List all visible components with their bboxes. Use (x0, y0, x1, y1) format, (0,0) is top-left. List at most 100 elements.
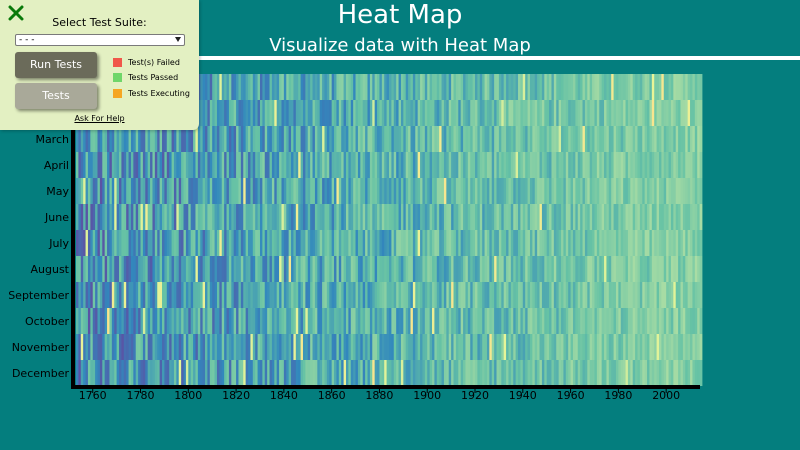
heat-map-cell (673, 282, 677, 308)
heat-map-cell (362, 230, 366, 256)
x-tick-label: 1760 (79, 389, 107, 402)
heat-map-cell (365, 282, 368, 308)
heat-map-cell (181, 126, 184, 152)
heat-map-cell (642, 100, 646, 126)
heat-map-cell (699, 100, 703, 126)
heat-map-cell (699, 282, 703, 308)
heat-map-cell (501, 204, 505, 230)
heat-map-cell (312, 126, 316, 152)
heat-map-cell (661, 178, 665, 204)
y-tick-label: July (48, 237, 69, 250)
heat-map-cell (216, 74, 220, 100)
heat-map-cell (489, 360, 493, 386)
heat-map-cell (369, 126, 373, 152)
suite-select[interactable]: - - - (15, 34, 185, 46)
heat-map-cell (412, 74, 416, 100)
heat-map-cell (252, 178, 256, 204)
heat-map-cell (422, 334, 426, 360)
heat-map-cell (95, 256, 98, 282)
heat-map-cell (482, 204, 485, 230)
heat-map-cell (498, 204, 502, 230)
heat-map-cell (83, 230, 86, 256)
heat-map-cell (498, 282, 502, 308)
heat-map-cell (606, 308, 610, 334)
ask-for-help-link[interactable]: Ask For Help (74, 114, 125, 123)
heat-map-cell (109, 230, 113, 256)
heat-map-cell (668, 126, 672, 152)
heat-map-cell (470, 178, 474, 204)
heat-map-cell (415, 308, 419, 334)
heat-map-cell (307, 360, 311, 386)
heat-map-cell (193, 256, 196, 282)
heat-map-cell (295, 256, 299, 282)
heat-map-cell (85, 152, 89, 178)
heat-map-cell (264, 152, 268, 178)
heat-map-cell (620, 256, 624, 282)
heat-map-cell (114, 256, 118, 282)
heat-map-cell (331, 178, 335, 204)
heat-map-cell (580, 282, 583, 308)
heat-map-cell (582, 74, 586, 100)
close-icon[interactable] (8, 5, 24, 21)
heat-map-cell (510, 230, 514, 256)
heat-map-cell (637, 230, 641, 256)
heat-map-cell (615, 74, 619, 100)
heat-map-cell (522, 282, 526, 308)
heat-map-cell (178, 334, 182, 360)
heat-map-cell (336, 126, 340, 152)
test-suite-panel: Select Test Suite: - - - Run Tests Tests… (0, 0, 199, 130)
heat-map-cell (214, 334, 218, 360)
heat-map-cell (138, 360, 141, 386)
heat-map-cell (374, 256, 378, 282)
heat-map-cell (343, 308, 347, 334)
heat-map-cell (663, 256, 667, 282)
heat-map-cell (80, 126, 84, 152)
heat-map-cell (262, 360, 266, 386)
heat-map-cell (133, 334, 137, 360)
heat-map-cell (85, 308, 89, 334)
heat-map-cell (360, 308, 364, 334)
heat-map-cell (666, 152, 669, 178)
heat-map-cell (400, 178, 404, 204)
heat-map-cell (233, 126, 237, 152)
legend-label-passed: Tests Passed (128, 73, 179, 82)
heat-map-cell (541, 100, 545, 126)
heat-map-cell (587, 178, 591, 204)
heat-map-cell (632, 100, 636, 126)
heat-map-cell (169, 204, 172, 230)
heat-map-cell (642, 256, 646, 282)
heat-map-cell (635, 308, 638, 334)
heat-map-cell (400, 100, 404, 126)
heat-map-cell (608, 282, 612, 308)
heat-map-cell (460, 230, 464, 256)
heat-map-cell (365, 360, 368, 386)
heat-map-cell (611, 126, 614, 152)
heat-map-cell (248, 74, 251, 100)
heat-map-cell (240, 334, 244, 360)
heat-map-cell (252, 204, 256, 230)
heat-map-cell (527, 204, 531, 230)
legend-swatch-passed (113, 73, 122, 82)
heat-map-cell (353, 256, 356, 282)
tests-button[interactable]: Tests (15, 83, 97, 109)
heat-map-cell (276, 204, 280, 230)
heat-map-cell (491, 230, 495, 256)
heat-map-cell (405, 360, 409, 386)
heat-map-cell (682, 256, 686, 282)
heat-map-cell (274, 204, 278, 230)
heat-map-cell (627, 100, 631, 126)
heat-map-cell (365, 308, 368, 334)
heat-map-cell (152, 204, 156, 230)
heat-map-cell (126, 308, 129, 334)
run-tests-button[interactable]: Run Tests (15, 52, 97, 78)
heat-map-cell (243, 360, 247, 386)
heat-map-cell (635, 178, 638, 204)
heat-map-cell (240, 204, 244, 230)
heat-map-cell (651, 334, 655, 360)
heat-map-cell (687, 360, 691, 386)
heat-map-cell (647, 308, 650, 334)
heat-map-cell (331, 230, 335, 256)
heat-map-cell (162, 256, 165, 282)
heat-map-cell (685, 100, 689, 126)
